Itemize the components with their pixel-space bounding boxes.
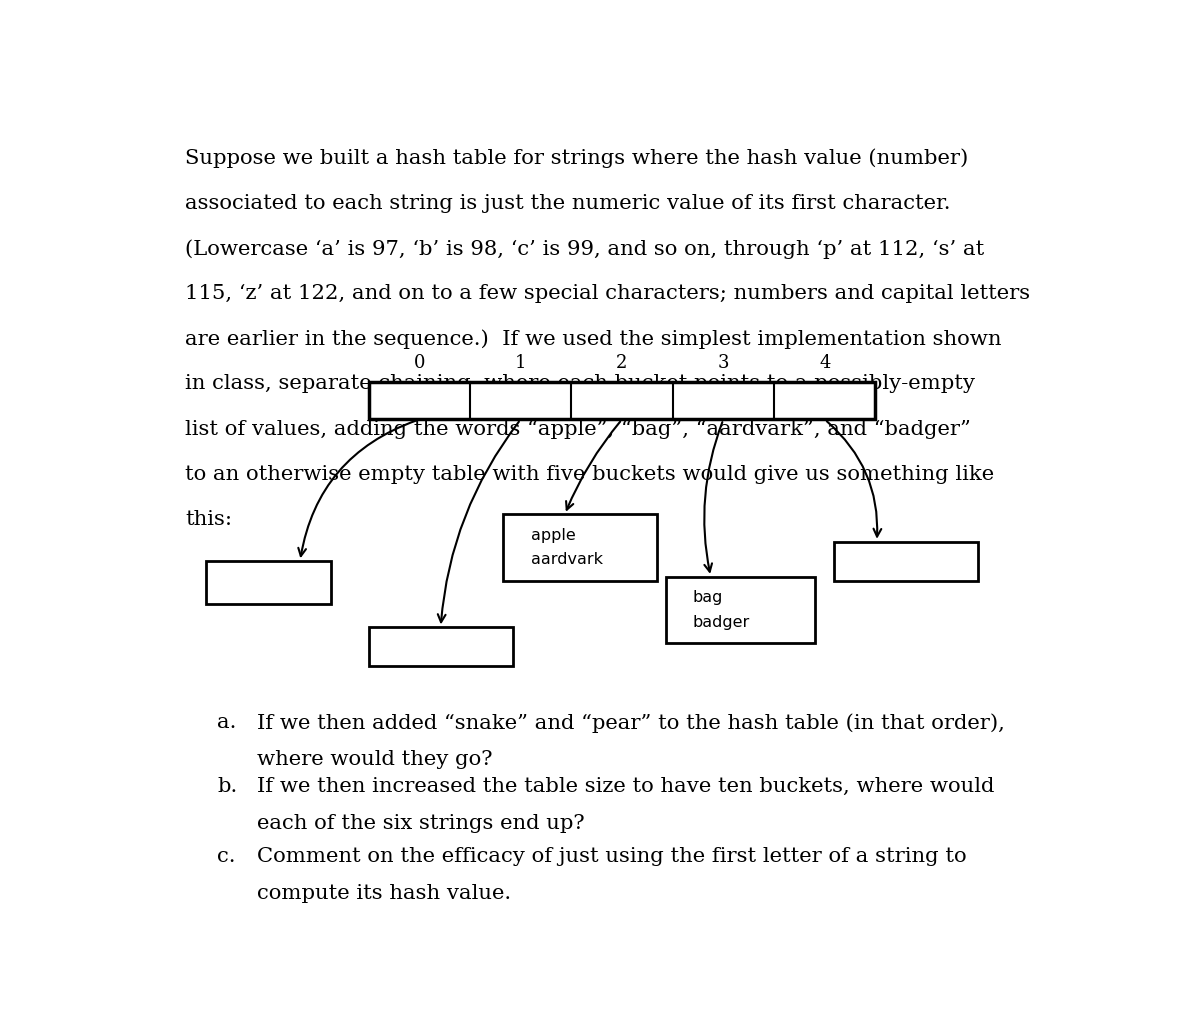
Text: to an otherwise empty table with five buckets would give us something like: to an otherwise empty table with five bu… [185, 465, 995, 483]
Text: bag
badger: bag badger [692, 590, 750, 630]
Text: are earlier in the sequence.)  If we used the simplest implementation shown: are earlier in the sequence.) If we used… [185, 330, 1002, 349]
Text: 115, ‘z’ at 122, and on to a few special characters; numbers and capital letters: 115, ‘z’ at 122, and on to a few special… [185, 284, 1031, 303]
Text: Comment on the efficacy of just using the first letter of a string to: Comment on the efficacy of just using th… [257, 847, 966, 865]
Bar [504, 515, 656, 580]
Text: in class, separate chaining, where each bucket points to a possibly-empty: in class, separate chaining, where each … [185, 374, 976, 393]
Text: Suppose we built a hash table for strings where the hash value (number): Suppose we built a hash table for string… [185, 149, 968, 168]
Text: If we then increased the table size to have ten buckets, where would: If we then increased the table size to h… [257, 776, 995, 796]
Text: (Lowercase ‘a’ is 97, ‘b’ is 98, ‘c’ is 99, and so on, through ‘p’ at 112, ‘s’ a: (Lowercase ‘a’ is 97, ‘b’ is 98, ‘c’ is … [185, 239, 984, 259]
Text: list of values, adding the words “apple”, “bag”, “aardvark”, and “badger”: list of values, adding the words “apple”… [185, 420, 971, 439]
Text: 4: 4 [820, 354, 830, 372]
Bar [834, 542, 978, 580]
Text: 0: 0 [414, 354, 425, 372]
Bar [368, 382, 876, 420]
Text: apple
aardvark: apple aardvark [532, 528, 604, 567]
Text: associated to each string is just the numeric value of its first character.: associated to each string is just the nu… [185, 194, 950, 212]
Text: where would they go?: where would they go? [257, 750, 492, 769]
Text: b.: b. [217, 776, 238, 796]
Bar [206, 561, 331, 604]
Text: this:: this: [185, 510, 233, 529]
Text: If we then added “snake” and “pear” to the hash table (in that order),: If we then added “snake” and “pear” to t… [257, 713, 1004, 733]
Text: compute its hash value.: compute its hash value. [257, 885, 511, 903]
Bar [666, 576, 815, 643]
Bar [368, 627, 512, 666]
Text: c.: c. [217, 847, 235, 865]
Text: 3: 3 [718, 354, 730, 372]
Text: 1: 1 [515, 354, 527, 372]
Text: a.: a. [217, 713, 236, 732]
Text: 2: 2 [617, 354, 628, 372]
Text: each of the six strings end up?: each of the six strings end up? [257, 814, 584, 833]
